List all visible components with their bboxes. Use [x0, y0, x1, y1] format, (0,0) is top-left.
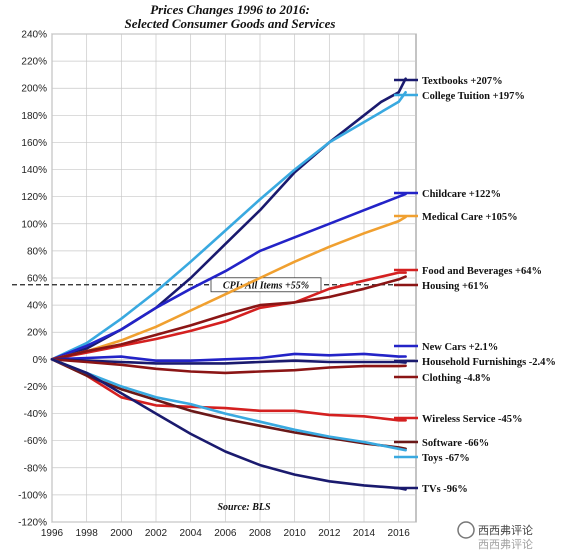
y-tick-label: 60%: [27, 274, 47, 285]
y-tick-label: -120%: [18, 518, 47, 529]
y-tick-label: 40%: [27, 301, 47, 312]
y-tick-label: 140%: [21, 165, 47, 176]
legend: Textbooks +207% College Tuition +197% Chil…: [394, 76, 556, 495]
x-axis-ticks: 1996 1998 2000 2002 2004 2006 2008 2010 2012 2014…: [41, 528, 410, 539]
chart-subtitle: Selected Consumer Goods and Services: [125, 16, 336, 31]
y-tick-label: 0%: [33, 355, 48, 366]
x-tick-label: 2016: [388, 528, 411, 539]
series-line: [50, 358, 407, 452]
y-tick-label: 160%: [21, 138, 47, 149]
series-line: [50, 91, 407, 361]
legend-label: Software -66%: [422, 438, 489, 449]
y-tick-label: -40%: [24, 409, 47, 420]
y-tick-label: 120%: [21, 192, 47, 203]
watermark: 西西弗评论 西西弗评论: [457, 521, 533, 550]
y-tick-label: -60%: [24, 436, 47, 447]
y-tick-label: 20%: [27, 328, 47, 339]
x-tick-label: 2006: [214, 528, 237, 539]
legend-label: Wireless Service -45%: [422, 414, 523, 425]
x-tick-label: 1998: [76, 528, 99, 539]
x-tick-label: 2004: [180, 528, 203, 539]
watermark-icon: [457, 521, 475, 539]
y-tick-label: -80%: [24, 463, 47, 474]
legend-label: Textbooks +207%: [422, 76, 503, 87]
series-line: [50, 271, 407, 361]
legend-label: Food and Beverages +64%: [422, 266, 542, 277]
chart-title: Prices Changes 1996 to 2016:: [150, 2, 310, 17]
legend-label: Housing +61%: [422, 281, 489, 292]
cpi-label-group: CPI: All Items +55%: [210, 277, 322, 293]
x-tick-label: 1996: [41, 528, 64, 539]
legend-label: Toys -67%: [422, 453, 470, 464]
y-gridlines: [52, 33, 416, 523]
series-line: [50, 358, 407, 375]
legend-label: Household Furnishings -2.4%: [422, 357, 556, 368]
y-tick-label: 240%: [21, 30, 47, 41]
cpi-label: CPI: All Items +55%: [223, 280, 309, 291]
y-tick-label: 180%: [21, 111, 47, 122]
x-tick-label: 2000: [110, 528, 133, 539]
legend-label: Medical Care +105%: [422, 212, 518, 223]
legend-label: New Cars +2.1%: [422, 342, 498, 353]
series-lines: [50, 77, 407, 491]
y-tick-label: -20%: [24, 382, 47, 393]
x-tick-label: 2014: [353, 528, 376, 539]
watermark-text-secondary: 西西弗评论: [478, 537, 533, 550]
series-line: [50, 215, 407, 361]
series-line: [50, 352, 407, 362]
series-line: [50, 358, 407, 365]
legend-label: TVs -96%: [422, 484, 468, 495]
legend-label: Childcare +122%: [422, 189, 501, 200]
series-line: [50, 192, 407, 361]
y-tick-label: 80%: [27, 246, 47, 257]
x-tick-label: 2008: [249, 528, 272, 539]
legend-label: Clothing -4.8%: [422, 373, 491, 384]
series-line: [50, 358, 407, 491]
source-label: Source: BLS: [217, 502, 271, 513]
watermark-text: 西西弗评论: [478, 523, 533, 537]
x-tick-label: 2010: [284, 528, 307, 539]
y-tick-label: 200%: [21, 84, 47, 95]
series-line: [50, 358, 407, 422]
x-tick-label: 2002: [145, 528, 168, 539]
y-tick-label: 220%: [21, 57, 47, 68]
y-tick-label: -100%: [18, 490, 47, 501]
y-tick-label: 100%: [21, 219, 47, 230]
legend-label: College Tuition +197%: [422, 91, 525, 102]
y-axis-ticks: 240% 220% 200% 180% 160% 140% 120% 100% 80% 60% 40…: [18, 30, 47, 529]
x-gridlines: [51, 34, 400, 522]
series-line: [50, 275, 407, 361]
x-tick-label: 2012: [318, 528, 341, 539]
